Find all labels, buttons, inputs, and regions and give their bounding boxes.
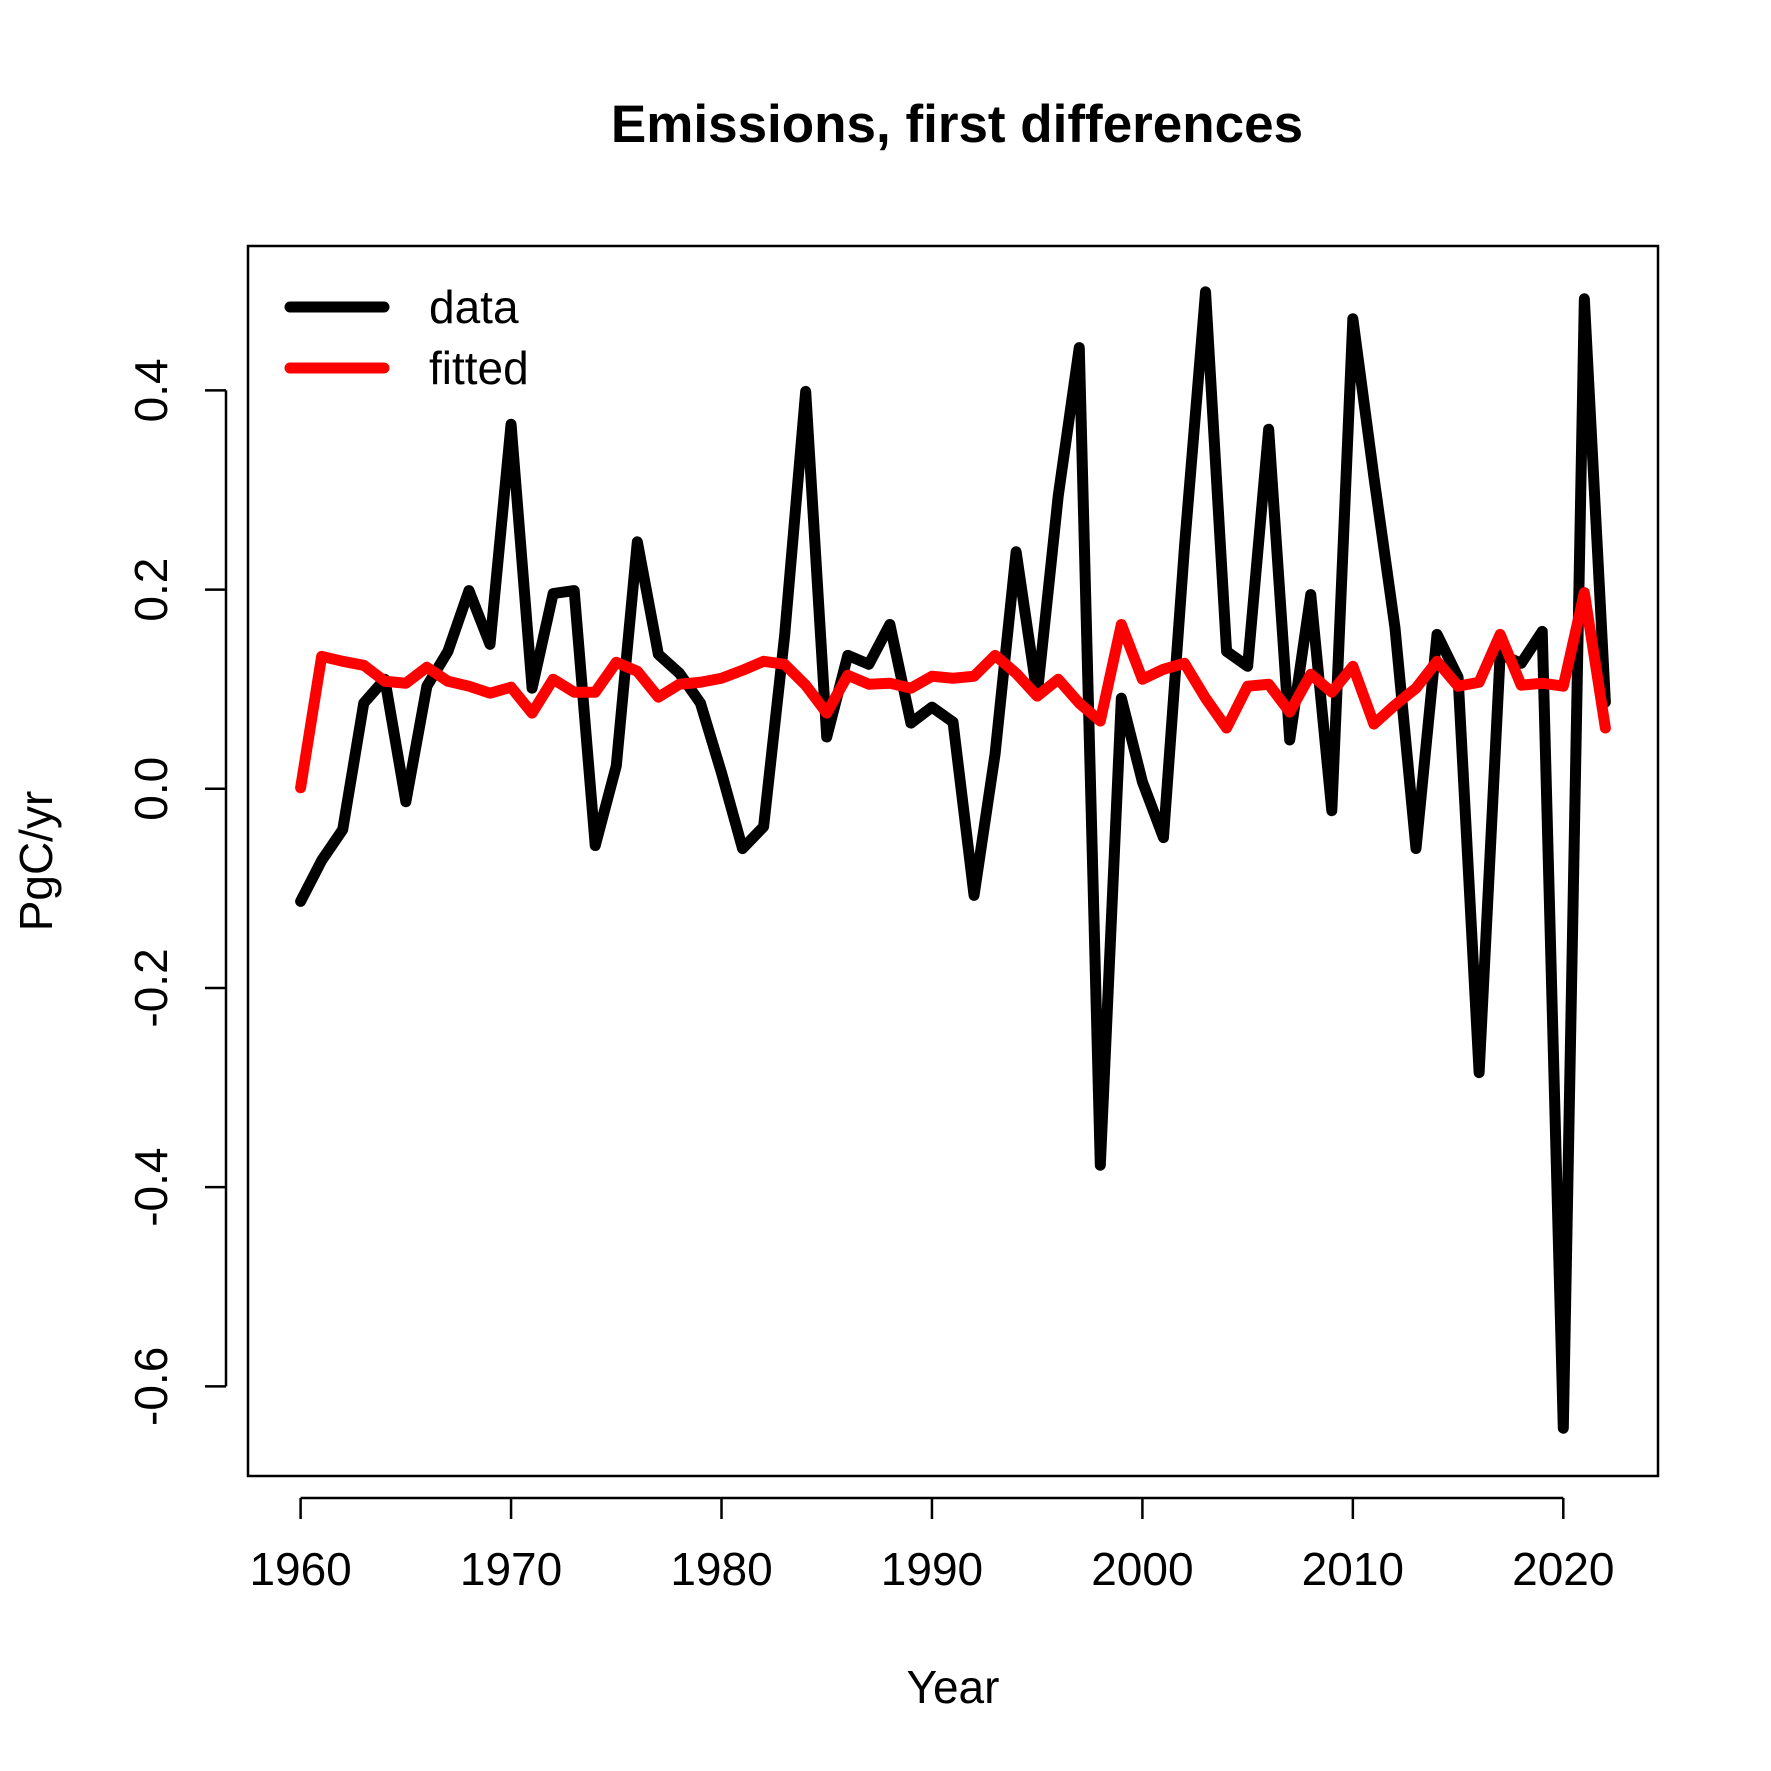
legend: data fitted [284, 281, 529, 394]
y-tick-label: -0.4 [125, 1148, 177, 1227]
series-line-fitted [295, 587, 1611, 794]
x-axis: 1960 1970 1980 1990 2000 2010 2020 [249, 1496, 1614, 1595]
x-tick-label: 1990 [881, 1543, 983, 1595]
series-line-data [295, 286, 1611, 1434]
y-tick-label: -0.2 [125, 948, 177, 1027]
x-tick-label: 2010 [1302, 1543, 1404, 1595]
y-tick-label: 0.4 [125, 358, 177, 422]
x-tick-label: 2000 [1091, 1543, 1193, 1595]
legend-label-data: data [429, 281, 519, 333]
x-tick-label: 2020 [1512, 1543, 1614, 1595]
x-axis-label: Year [907, 1661, 1000, 1713]
y-axis-label: PgC/yr [10, 791, 62, 932]
x-tick-label: 1960 [249, 1543, 351, 1595]
y-axis: -0.6 -0.4 -0.2 0.0 0.2 0.4 [125, 358, 228, 1426]
y-tick-label: -0.6 [125, 1347, 177, 1426]
chart-title: Emissions, first differences [611, 95, 1303, 154]
plot-frame [246, 244, 1660, 1478]
series-lines [295, 286, 1611, 1434]
x-tick-label: 1980 [670, 1543, 772, 1595]
legend-label-fitted: fitted [429, 342, 529, 394]
x-tick-label: 1970 [460, 1543, 562, 1595]
y-tick-label: 0.2 [125, 558, 177, 622]
y-tick-label: 0.0 [125, 757, 177, 821]
